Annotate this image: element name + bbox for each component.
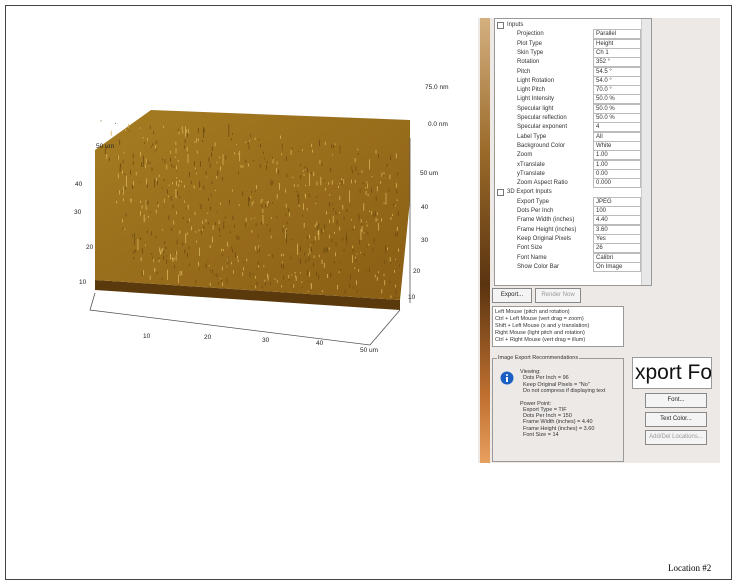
property-name: Light Rotation bbox=[517, 77, 554, 85]
help-line: Ctrl + Right Mouse (vert drag = illum) bbox=[495, 336, 585, 344]
recommendation-line: Do not compress if displaying text bbox=[523, 387, 605, 395]
axis-label: 0.0 nm bbox=[428, 121, 448, 129]
section-title: 3D Export Inputs bbox=[507, 188, 552, 196]
axis-label: 40 bbox=[316, 340, 323, 348]
property-value: On Image bbox=[593, 262, 641, 272]
property-name: Zoom Aspect Ratio bbox=[517, 179, 568, 187]
axis-label: 40 bbox=[75, 181, 82, 189]
property-name: Dots Per Inch bbox=[517, 207, 553, 215]
render-button: Render Now bbox=[535, 288, 581, 303]
property-name: Background Color bbox=[517, 142, 565, 150]
color-bar bbox=[480, 18, 490, 463]
property-name: Pitch bbox=[517, 68, 530, 76]
export-button: Export... bbox=[492, 288, 532, 303]
property-name: Specular reflection bbox=[517, 114, 567, 122]
property-name: Light Pitch bbox=[517, 86, 545, 94]
property-name: Font Size bbox=[517, 244, 542, 252]
property-name: Rotation bbox=[517, 58, 539, 66]
property-name: Keep Original Pixels bbox=[517, 235, 571, 243]
recommendation-title: Image Export Recommendations bbox=[497, 354, 579, 362]
plot-area bbox=[33, 18, 478, 463]
info-icon bbox=[500, 371, 514, 385]
section-toggle bbox=[497, 189, 504, 196]
axis-label: 40 bbox=[421, 204, 428, 212]
axis-label: 20 bbox=[204, 334, 211, 342]
property-name: Label Type bbox=[517, 133, 546, 141]
axis-label: 50 um bbox=[420, 170, 438, 178]
axis-label: 10 bbox=[408, 294, 415, 302]
location-label: Location #2 bbox=[668, 563, 711, 573]
property-name: Plot Type bbox=[517, 40, 542, 48]
property-name: Frame Width (inches) bbox=[517, 216, 574, 224]
text-color-button: Text Color... bbox=[645, 412, 707, 427]
property-name: Specular exponent bbox=[517, 123, 567, 131]
locations-button: Add/Del Locations... bbox=[645, 430, 707, 445]
font-preview: xport For bbox=[635, 361, 712, 385]
property-name: Show Color Bar bbox=[517, 263, 559, 271]
property-name: Projection bbox=[517, 30, 544, 38]
axis-label: 20 bbox=[413, 268, 420, 276]
axis-label: 20 bbox=[86, 244, 93, 252]
property-value: 0.000 bbox=[593, 178, 641, 188]
axis-label: 50 um bbox=[360, 347, 378, 355]
page: InputsProjectionParallelPlot TypeHeightS… bbox=[0, 0, 736, 583]
recommendation-line: Font Size = 14 bbox=[523, 431, 559, 439]
property-name: Frame Height (inches) bbox=[517, 226, 576, 234]
section-toggle bbox=[497, 22, 504, 29]
property-name: Specular light bbox=[517, 105, 553, 113]
axis-label: 30 bbox=[262, 337, 269, 345]
font-preview-box: xport For bbox=[632, 357, 712, 389]
scrollbar bbox=[641, 19, 651, 285]
axis-label: 10 bbox=[79, 279, 86, 287]
axis-label: 30 bbox=[74, 209, 81, 217]
axis-label: 75.0 nm bbox=[425, 84, 449, 92]
section-title: Inputs bbox=[507, 21, 523, 29]
axis-label: 30 bbox=[421, 237, 428, 245]
axis-label: 10 bbox=[143, 333, 150, 341]
property-name: Light Intensity bbox=[517, 95, 554, 103]
property-name: yTranslate bbox=[517, 170, 545, 178]
property-name: Font Name bbox=[517, 254, 547, 262]
property-name: Export Type bbox=[517, 198, 549, 206]
property-name: Zoom bbox=[517, 151, 532, 159]
property-name: Skin Type bbox=[517, 49, 543, 57]
property-name: xTranslate bbox=[517, 161, 545, 169]
axis-label: 50 um bbox=[96, 143, 114, 151]
font-button: Font... bbox=[645, 393, 707, 408]
